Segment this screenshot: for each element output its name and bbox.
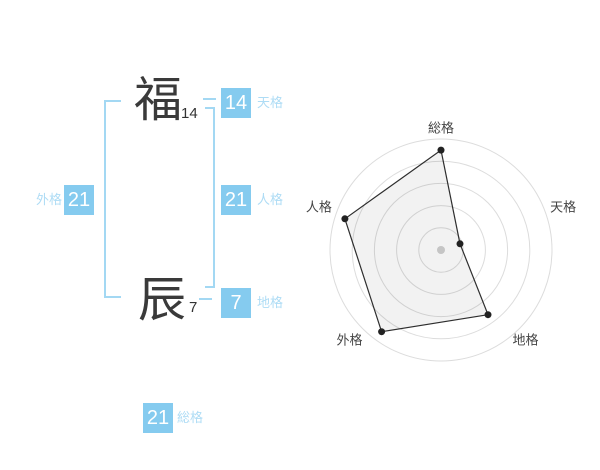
tenkaku-label: 天格 (257, 95, 284, 110)
radar-grid-ring (418, 227, 464, 273)
radar-grid-ring (396, 205, 486, 295)
radar-center-dot (437, 246, 445, 254)
chikaku-value-box: 7 (221, 288, 251, 318)
radar-data-point (437, 146, 445, 154)
jinkaku-bracket (205, 107, 215, 288)
radar-data-polygon (344, 149, 489, 333)
soukaku-value-box: 21 (143, 403, 173, 433)
radar-axis-label: 天格 (550, 199, 576, 214)
radar-data-point (456, 240, 464, 248)
chikaku-label: 地格 (257, 295, 284, 310)
surname-stroke-count: 14 (181, 105, 198, 122)
radar-grid-ring (351, 160, 531, 340)
radar-axis-label: 外格 (336, 333, 362, 348)
jinkaku-label: 人格 (257, 192, 284, 207)
jinkaku-value-box: 21 (221, 185, 251, 215)
gaikaku-value-box: 21 (64, 185, 94, 215)
gaikaku-label: 外格 (36, 192, 63, 207)
givenname-character: 辰 (138, 274, 187, 327)
radar-grid-ring (329, 138, 553, 362)
radar-data-point (378, 328, 386, 336)
radar-axis-label: 総格 (428, 120, 454, 135)
radar-data-point (341, 215, 349, 223)
chikaku-connector-line (199, 298, 212, 300)
soukaku-label: 総格 (177, 410, 204, 425)
surname-character: 福 (134, 74, 183, 127)
radar-grid-ring (373, 182, 509, 318)
radar-axis-label: 人格 (306, 199, 332, 214)
tenkaku-value-box: 14 (221, 88, 251, 118)
radar-axis-label: 地格 (512, 333, 538, 348)
tenkaku-connector-line (203, 98, 216, 100)
gaikaku-bracket (104, 100, 121, 298)
givenname-stroke-count: 7 (189, 299, 198, 316)
radar-data-point (484, 311, 492, 319)
